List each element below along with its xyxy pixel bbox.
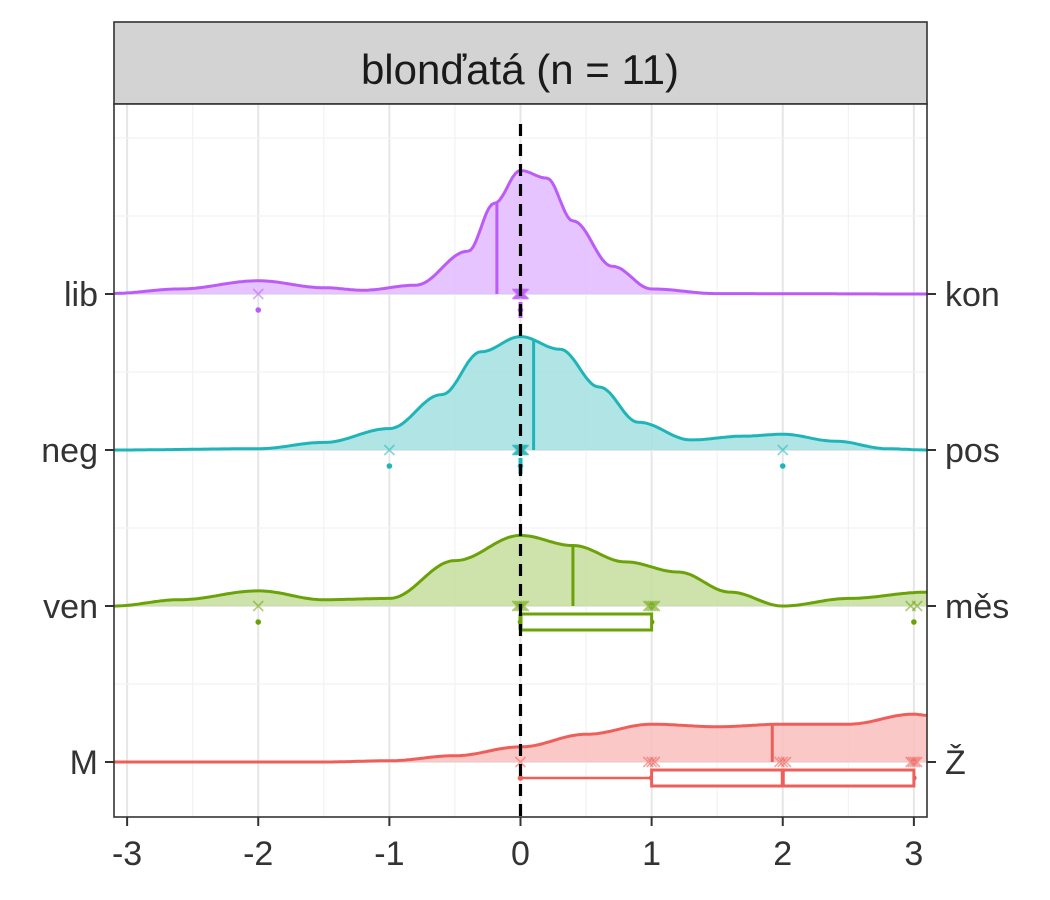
- y-label-left: neg: [41, 432, 98, 470]
- density-line: [114, 335, 927, 452]
- observation-mark: [644, 600, 657, 612]
- observation-mark: [252, 288, 264, 300]
- observation-dot: [779, 463, 786, 469]
- y-label-right: měs: [945, 588, 1009, 626]
- strip-background: [113, 21, 928, 105]
- axes: -3 -2 -1 0 1 2 3 lib kon neg pos ven měs M Ž: [41, 276, 1009, 873]
- x-tick-label: 2: [773, 835, 792, 873]
- y-label-left: lib: [64, 276, 98, 314]
- y-label-right: kon: [945, 276, 1000, 314]
- observation-dot: [255, 307, 262, 313]
- observation-mark: [780, 756, 792, 768]
- observation-mark: [911, 600, 923, 612]
- x-tick-label: -3: [112, 835, 142, 873]
- observation-mark: [383, 444, 395, 456]
- y-label-left: ven: [43, 588, 98, 626]
- observation-mark: [646, 756, 658, 768]
- x-tick-label: 3: [904, 835, 923, 873]
- observation-mark: [649, 600, 661, 612]
- density-area: [114, 714, 927, 762]
- iqr-box: [519, 612, 654, 632]
- y-label-right: Ž: [945, 744, 966, 782]
- x-tick-label: -2: [243, 835, 273, 873]
- observation-dot: [911, 619, 917, 625]
- observation-mark: [647, 600, 659, 612]
- observation-mark: [909, 756, 921, 768]
- observation-mark: [252, 600, 264, 612]
- x-tick-label: 1: [642, 835, 661, 873]
- observation-dot: [386, 463, 393, 469]
- panel-title: blonďatá (n = 11): [361, 46, 679, 93]
- observation-mark: [777, 756, 789, 768]
- observation-mark: [907, 756, 919, 768]
- x-tick-label: -1: [374, 835, 404, 873]
- observation-dot: [255, 619, 262, 625]
- observation-mark: [514, 756, 527, 768]
- y-label-left: M: [70, 744, 98, 782]
- observation-mark: [649, 756, 661, 768]
- x-tick-label: 0: [511, 835, 530, 873]
- observation-mark: [911, 756, 923, 768]
- observation-mark: [777, 444, 789, 456]
- y-label-right: pos: [945, 432, 1000, 470]
